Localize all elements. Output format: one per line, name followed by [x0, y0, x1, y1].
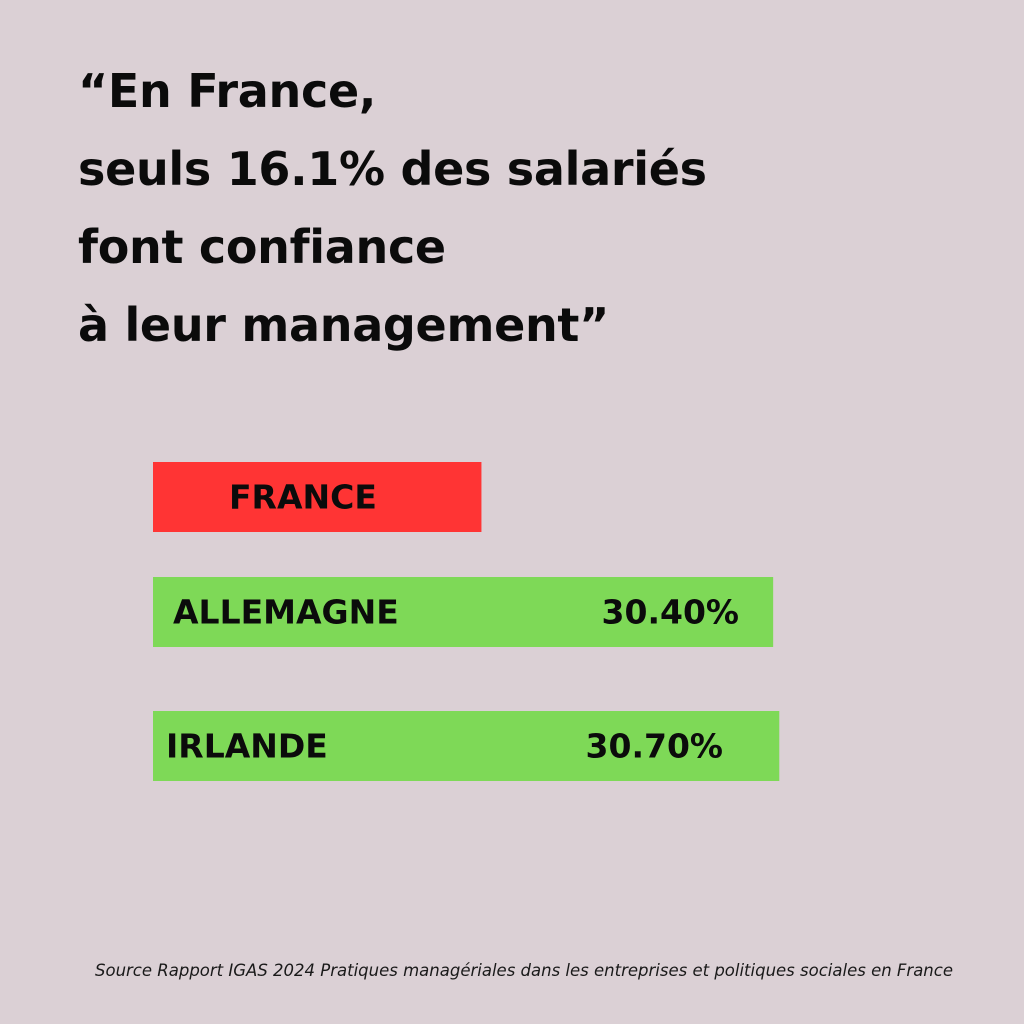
source-citation: Source Rapport IGAS 2024 Pratiques manag…	[95, 961, 953, 980]
headline-quote: “En France, seuls 16.1% des salariés fon…	[78, 52, 707, 364]
bar-irlande	[153, 711, 780, 781]
bar-label-irlande: IRLANDE	[166, 727, 328, 766]
bar-label-france: FRANCE	[229, 478, 377, 517]
headline-line-4: à leur management”	[78, 298, 610, 352]
headline-line-1: “En France,	[78, 64, 377, 118]
headline-line-3: font confiance	[78, 220, 446, 274]
bar-label-allemagne: ALLEMAGNE	[173, 593, 399, 632]
bar-value-allemagne: 30.40%	[602, 593, 739, 632]
headline-line-2: seuls 16.1% des salariés	[78, 142, 707, 196]
bar-france	[153, 462, 482, 532]
bar-allemagne	[153, 577, 774, 647]
bar-value-irlande: 30.70%	[586, 727, 723, 766]
